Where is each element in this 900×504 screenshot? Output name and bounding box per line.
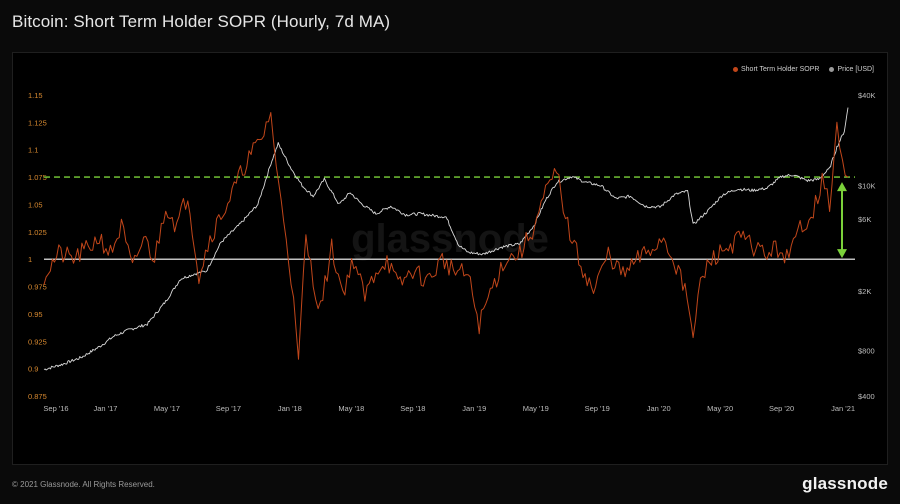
brand-logo[interactable]: glassnode xyxy=(802,474,888,493)
left-tick-label: 0.875 xyxy=(28,392,47,401)
right-tick-label: $10K xyxy=(858,182,876,191)
chart-panel xyxy=(12,52,888,465)
left-tick-label: 1.075 xyxy=(28,173,47,182)
left-tick-label: 0.975 xyxy=(28,283,47,292)
x-tick-label: May '19 xyxy=(523,404,549,413)
annotation xyxy=(837,182,847,259)
watermark: glassnode xyxy=(351,217,549,261)
arrow-head-down xyxy=(837,249,847,259)
footer-copyright: © 2021 Glassnode. All Rights Reserved. xyxy=(12,480,155,489)
left-tick-label: 1.15 xyxy=(28,91,43,100)
page-title: Bitcoin: Short Term Holder SOPR (Hourly,… xyxy=(12,12,391,31)
left-axis: 1.15 1.125 1.1 1.075 1.05 1.025 1 0.975 0.95 0.92… xyxy=(28,91,47,401)
legend-sopr-label: Short Term Holder SOPR xyxy=(740,66,820,73)
sopr-series xyxy=(43,112,849,360)
right-tick-label: $6K xyxy=(858,215,871,224)
legend-sopr-swatch xyxy=(732,67,738,72)
arrow-head-up xyxy=(837,182,847,192)
sopr-line xyxy=(43,112,849,360)
x-tick-label: Sep '17 xyxy=(216,404,241,413)
left-tick-label: 0.95 xyxy=(28,310,43,319)
x-axis: Sep '16 Jan '17 May '17 Sep '17 Jan '18 May '… xyxy=(43,404,855,413)
right-axis: $40K $10K $6K $2K $800 $400 xyxy=(858,91,876,401)
legend-item-price[interactable]: Price [USD] xyxy=(829,66,874,73)
legend-price-label: Price [USD] xyxy=(837,66,874,73)
right-tick-label: $40K xyxy=(858,91,876,100)
x-tick-label: Jan '19 xyxy=(462,404,486,413)
x-tick-label: Sep '16 xyxy=(43,404,68,413)
x-tick-label: Sep '19 xyxy=(585,404,610,413)
left-tick-label: 1.05 xyxy=(28,200,43,209)
legend-item-sopr[interactable]: Short Term Holder SOPR xyxy=(732,66,820,73)
x-tick-label: May '20 xyxy=(707,404,733,413)
x-tick-label: Jan '18 xyxy=(278,404,302,413)
x-tick-label: Jan '20 xyxy=(647,404,671,413)
left-tick-label: 0.9 xyxy=(28,365,38,374)
right-tick-label: $800 xyxy=(858,347,875,356)
left-tick-label: 0.925 xyxy=(28,337,47,346)
price-series xyxy=(43,107,849,371)
left-tick-label: 1 xyxy=(28,255,32,264)
chart-legend: Short Term Holder SOPR Price [USD] xyxy=(732,66,874,73)
left-tick-label: 1.1 xyxy=(28,146,38,155)
x-tick-label: Jan '21 xyxy=(831,404,855,413)
reference-lines xyxy=(44,176,855,260)
x-tick-label: Sep '20 xyxy=(769,404,794,413)
x-tick-label: Sep '18 xyxy=(400,404,425,413)
right-tick-label: $400 xyxy=(858,392,875,401)
x-tick-label: May '18 xyxy=(338,404,364,413)
right-tick-label: $2K xyxy=(858,287,871,296)
price-line xyxy=(43,107,849,371)
legend-price-swatch xyxy=(829,67,835,72)
x-tick-label: May '17 xyxy=(154,404,180,413)
x-tick-label: Jan '17 xyxy=(93,404,117,413)
left-tick-label: 1.025 xyxy=(28,228,47,237)
left-tick-label: 1.125 xyxy=(28,118,47,127)
